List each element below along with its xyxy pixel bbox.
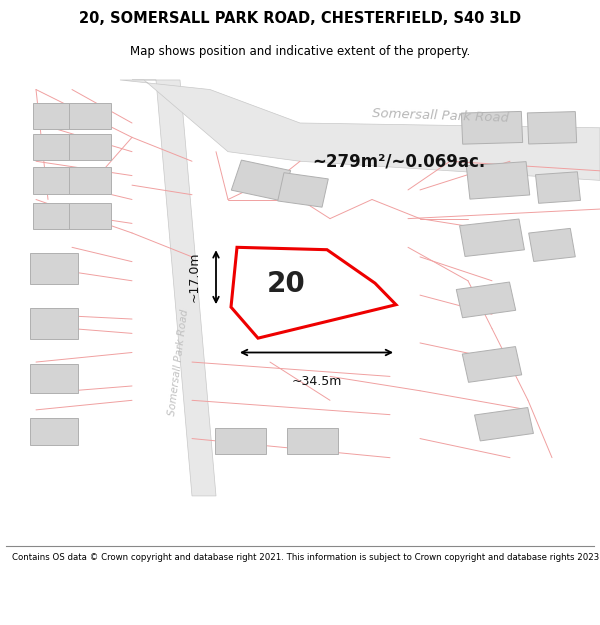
Text: Map shows position and indicative extent of the property.: Map shows position and indicative extent… xyxy=(130,45,470,58)
Polygon shape xyxy=(529,228,575,261)
Polygon shape xyxy=(231,248,396,338)
Text: ~34.5m: ~34.5m xyxy=(292,376,341,389)
Polygon shape xyxy=(462,347,522,382)
Text: Somersall Park Road: Somersall Park Road xyxy=(167,308,190,416)
Polygon shape xyxy=(69,203,111,229)
Text: Somersall Park Road: Somersall Park Road xyxy=(373,107,509,125)
Text: Contains OS data © Crown copyright and database right 2021. This information is : Contains OS data © Crown copyright and d… xyxy=(12,554,600,562)
Polygon shape xyxy=(460,219,524,256)
Polygon shape xyxy=(69,134,111,160)
Polygon shape xyxy=(33,203,75,229)
Polygon shape xyxy=(30,253,78,284)
Polygon shape xyxy=(278,173,328,207)
Polygon shape xyxy=(30,308,78,339)
Polygon shape xyxy=(69,102,111,129)
Polygon shape xyxy=(33,134,75,160)
Polygon shape xyxy=(30,364,78,393)
Text: 20: 20 xyxy=(266,269,305,298)
Polygon shape xyxy=(215,428,265,454)
Polygon shape xyxy=(527,112,577,144)
Polygon shape xyxy=(456,282,516,318)
Text: 20, SOMERSALL PARK ROAD, CHESTERFIELD, S40 3LD: 20, SOMERSALL PARK ROAD, CHESTERFIELD, S… xyxy=(79,11,521,26)
Text: ~17.0m: ~17.0m xyxy=(188,252,201,302)
Polygon shape xyxy=(33,102,75,129)
Polygon shape xyxy=(69,168,111,194)
Text: ~279m²/~0.069ac.: ~279m²/~0.069ac. xyxy=(312,152,485,170)
Polygon shape xyxy=(33,168,75,194)
Polygon shape xyxy=(132,80,216,496)
Polygon shape xyxy=(232,160,290,201)
Polygon shape xyxy=(287,428,337,454)
Polygon shape xyxy=(475,408,533,441)
Polygon shape xyxy=(461,111,523,144)
Polygon shape xyxy=(120,80,600,181)
Polygon shape xyxy=(30,418,78,444)
Polygon shape xyxy=(466,162,530,199)
Polygon shape xyxy=(536,172,580,203)
